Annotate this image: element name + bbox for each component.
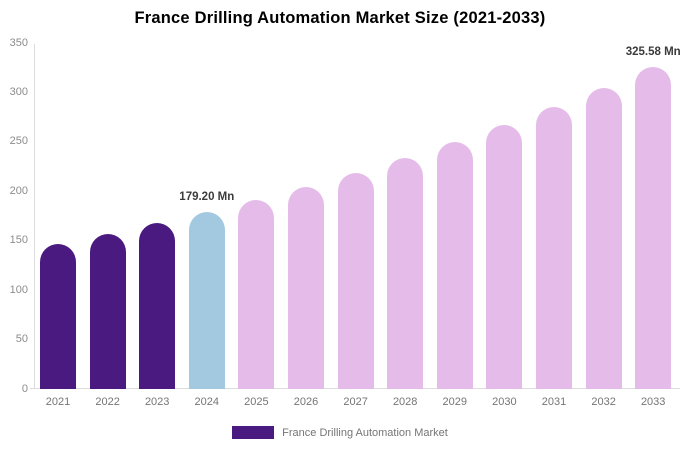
legend[interactable]: France Drilling Automation Market <box>0 426 680 439</box>
x-tick-label: 2031 <box>541 396 567 408</box>
y-tick-label: 350 <box>9 36 28 49</box>
bar-2021[interactable] <box>40 243 76 389</box>
x-tick-label: 2025 <box>244 396 269 408</box>
bar-2033[interactable] <box>635 67 672 389</box>
bar-2031[interactable] <box>536 107 572 389</box>
y-tick-label: 150 <box>9 234 28 247</box>
x-tick-label: 2024 <box>194 396 220 408</box>
bar-2030[interactable] <box>486 125 523 389</box>
y-tick-label: 300 <box>9 85 28 98</box>
x-tick-label: 2023 <box>144 396 170 408</box>
x-tick-label: 2033 <box>640 396 666 408</box>
data-label-2024: 179.20 Mn <box>179 190 235 203</box>
bar-2028[interactable] <box>387 158 424 389</box>
x-tick-label: 2028 <box>392 396 418 408</box>
chart-title: France Drilling Automation Market Size (… <box>134 9 546 27</box>
bar-2023[interactable] <box>139 223 176 389</box>
bar-2025[interactable] <box>238 199 275 389</box>
y-tick-label: 100 <box>9 283 28 296</box>
bar-2022[interactable] <box>89 233 126 389</box>
y-axis-line <box>34 44 35 389</box>
y-tick-label: 50 <box>15 333 28 346</box>
legend-label: France Drilling Automation Market <box>282 426 448 439</box>
y-tick-label: 250 <box>9 135 28 148</box>
data-label-2033: 325.58 Mn <box>625 46 680 59</box>
bar-2029[interactable] <box>436 142 473 389</box>
bar-2026[interactable] <box>288 186 324 389</box>
x-tick-label: 2026 <box>293 396 319 408</box>
bar-2027[interactable] <box>337 172 374 389</box>
x-tick-label: 2030 <box>492 396 517 408</box>
bar-2032[interactable] <box>585 87 622 389</box>
x-tick-label: 2021 <box>45 396 71 408</box>
x-tick-label: 2029 <box>442 396 468 408</box>
y-tick-label: 200 <box>9 184 28 197</box>
x-tick-label: 2032 <box>591 396 616 408</box>
legend-swatch <box>232 426 275 439</box>
y-tick-label: 0 <box>21 382 28 395</box>
x-tick-label: 2027 <box>343 396 368 408</box>
x-tick-label: 2022 <box>95 396 120 408</box>
bar-2024[interactable] <box>188 211 225 389</box>
